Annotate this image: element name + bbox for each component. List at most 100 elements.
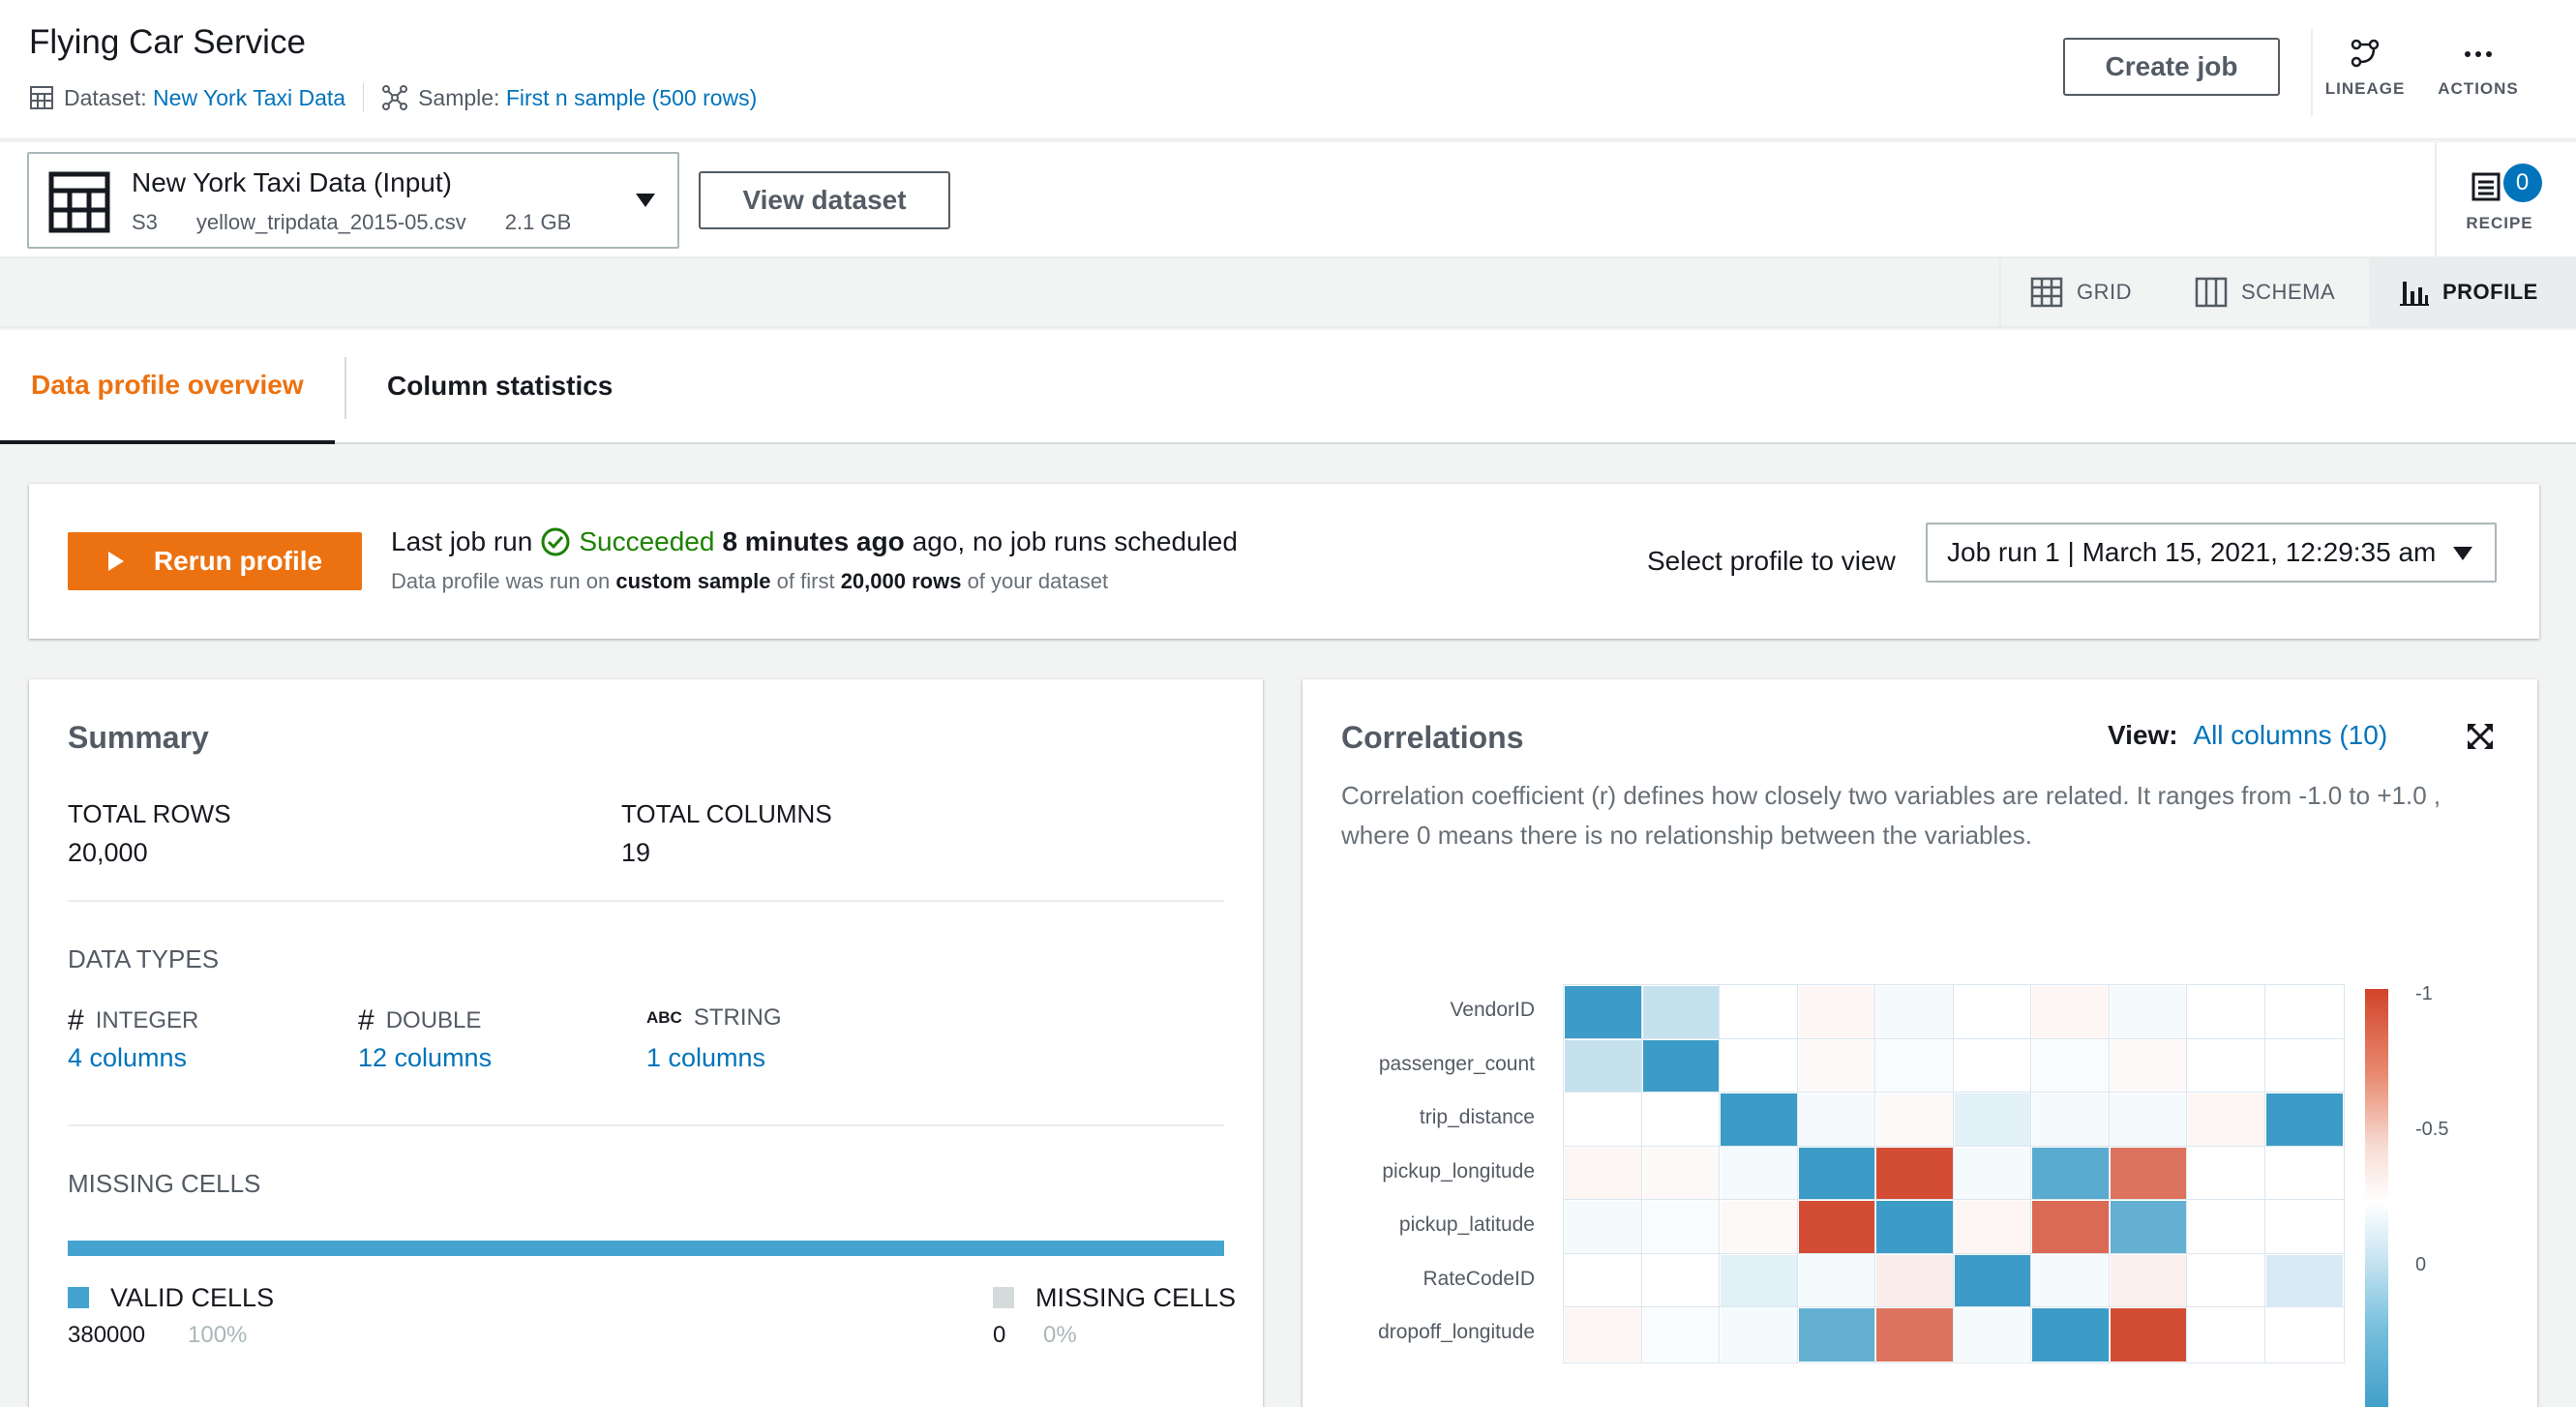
heatmap-cell[interactable] [2108, 984, 2189, 1041]
play-icon [107, 552, 124, 571]
heatmap-cell[interactable] [1640, 984, 1722, 1041]
heatmap-cell[interactable] [2030, 1145, 2112, 1202]
heatmap-cell[interactable] [1640, 1306, 1722, 1363]
heatmap-cell[interactable] [1874, 1199, 1956, 1256]
heatmap-cell[interactable] [1952, 1252, 2033, 1309]
heatmap-cell[interactable] [1796, 1199, 1877, 1256]
heatmap-cell[interactable] [1640, 1252, 1722, 1309]
heatmap-cell[interactable] [1640, 1037, 1722, 1094]
heatmap-cell[interactable] [1796, 984, 1877, 1041]
expand-icon[interactable] [2466, 722, 2495, 751]
heatmap-cell[interactable] [2108, 1092, 2189, 1149]
heatmap-cell[interactable] [2030, 1037, 2112, 1094]
tab-column-statistics[interactable]: Column statistics [387, 371, 614, 401]
heatmap-cell[interactable] [1563, 1145, 1644, 1202]
heatmap-cell[interactable] [2108, 1252, 2189, 1309]
heatmap-cell[interactable] [1640, 1092, 1722, 1149]
job-run-card: Rerun profile Last job run Succeeded 8 m… [29, 484, 2539, 639]
heatmap-cell[interactable] [1952, 1092, 2033, 1149]
heatmap-cell[interactable] [1952, 1037, 2033, 1094]
heatmap-cell[interactable] [1563, 1252, 1644, 1309]
view-dataset-button[interactable]: View dataset [699, 171, 950, 229]
heatmap-cell[interactable] [1796, 1306, 1877, 1363]
heatmap-cell[interactable] [1563, 1037, 1644, 1094]
heatmap-cell[interactable] [1796, 1252, 1877, 1309]
heatmap-cell[interactable] [1874, 1037, 1956, 1094]
string-columns-link[interactable]: 1 columns [646, 1043, 766, 1072]
profile-select[interactable]: Job run 1 | March 15, 2021, 12:29:35 am [1926, 523, 2497, 583]
dataset-size: 2.1 GB [504, 210, 572, 234]
view-columns-link[interactable]: All columns (10) [2193, 720, 2388, 750]
heatmap-cell[interactable] [1719, 1199, 1800, 1256]
heatmap-cell[interactable] [1874, 1145, 1956, 1202]
sample-link[interactable]: First n sample (500 rows) [505, 84, 758, 110]
heatmap-cell[interactable] [2030, 1306, 2112, 1363]
create-job-button[interactable]: Create job [2063, 38, 2280, 96]
heatmap-cell[interactable] [2108, 1037, 2189, 1094]
double-columns-link[interactable]: 12 columns [358, 1043, 493, 1072]
heatmap-cell[interactable] [1719, 1306, 1800, 1363]
heatmap-cell[interactable] [1563, 1199, 1644, 1256]
heatmap-cell[interactable] [1563, 984, 1644, 1041]
heatmap-cell[interactable] [2030, 1252, 2112, 1309]
heatmap-cell[interactable] [2108, 1199, 2189, 1256]
heatmap-cell[interactable] [2263, 1199, 2345, 1256]
valid-cells-pct: 100% [188, 1322, 248, 1348]
heatmap-cell[interactable] [2263, 1037, 2345, 1094]
heatmap-cell[interactable] [2030, 1199, 2112, 1256]
view-tab-schema[interactable]: SCHEMA [2166, 258, 2369, 326]
heatmap-cell[interactable] [2030, 1092, 2112, 1149]
heatmap-cell[interactable] [1874, 984, 1956, 1041]
integer-columns-link[interactable]: 4 columns [68, 1043, 188, 1072]
heatmap-cell[interactable] [1719, 1092, 1800, 1149]
view-tab-profile[interactable]: PROFILE [2369, 258, 2576, 326]
heatmap-cell[interactable] [2186, 1092, 2267, 1149]
dataset-dropdown[interactable]: New York Taxi Data (Input) S3 yellow_tri… [27, 152, 679, 249]
heatmap-cell[interactable] [1719, 1037, 1800, 1094]
heatmap-cell[interactable] [1952, 1145, 2033, 1202]
heatmap-cell[interactable] [1952, 1199, 2033, 1256]
rerun-profile-button[interactable]: Rerun profile [68, 532, 362, 590]
heatmap-cell[interactable] [2030, 984, 2112, 1041]
heatmap-cell[interactable] [2263, 1092, 2345, 1149]
heatmap-cell[interactable] [1796, 1092, 1877, 1149]
heatmap-cell[interactable] [1719, 984, 1800, 1041]
heatmap-row-label: dropoff_longitude [1378, 1321, 1535, 1343]
heatmap-cell[interactable] [2263, 984, 2345, 1041]
view-tab-label: GRID [2077, 280, 2132, 304]
heatmap-cell[interactable] [1874, 1252, 1956, 1309]
heatmap-cell[interactable] [1719, 1145, 1800, 1202]
heatmap-cell[interactable] [2186, 1252, 2267, 1309]
heatmap-cell[interactable] [2108, 1145, 2189, 1202]
heatmap-cell[interactable] [1874, 1092, 1956, 1149]
lineage-button[interactable]: LINEAGE [2325, 39, 2404, 99]
heatmap-cell[interactable] [2263, 1145, 2345, 1202]
dataset-link[interactable]: New York Taxi Data [153, 84, 346, 110]
heatmap-cell[interactable] [2186, 1037, 2267, 1094]
heatmap-cell[interactable] [1563, 1306, 1644, 1363]
heatmap-cell[interactable] [1796, 1037, 1877, 1094]
type-string: ABC STRING [646, 1004, 782, 1031]
sample-icon [382, 85, 408, 110]
heatmap-cell[interactable] [1640, 1145, 1722, 1202]
heatmap-cell[interactable] [1563, 1092, 1644, 1149]
heatmap-cell[interactable] [1874, 1306, 1956, 1363]
heatmap-cell[interactable] [1796, 1145, 1877, 1202]
heatmap-cell[interactable] [2186, 1145, 2267, 1202]
actions-button[interactable]: ACTIONS [2435, 39, 2522, 99]
recipe-button[interactable]: 0 RECIPE [2448, 164, 2551, 233]
heatmap-cell[interactable] [2186, 1199, 2267, 1256]
heatmap-cell[interactable] [1952, 984, 2033, 1041]
view-tab-grid[interactable]: GRID [1999, 258, 2164, 326]
heatmap-cell[interactable] [2263, 1252, 2345, 1309]
heatmap-cell[interactable] [2108, 1306, 2189, 1363]
heatmap-cell[interactable] [1952, 1306, 2033, 1363]
total-rows-label: TOTAL ROWS [68, 799, 231, 828]
tab-data-profile-overview[interactable]: Data profile overview [0, 330, 335, 444]
schema-icon [2195, 277, 2228, 308]
heatmap-cell[interactable] [2186, 1306, 2267, 1363]
heatmap-cell[interactable] [1640, 1199, 1722, 1256]
heatmap-cell[interactable] [2263, 1306, 2345, 1363]
heatmap-cell[interactable] [1719, 1252, 1800, 1309]
heatmap-cell[interactable] [2186, 984, 2267, 1041]
